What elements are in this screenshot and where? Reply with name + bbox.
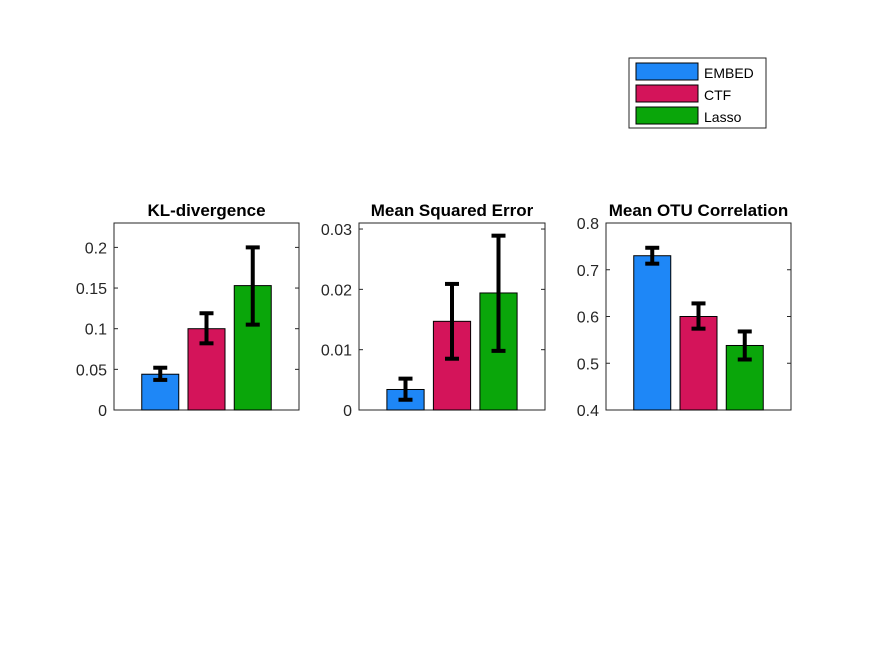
y-tick-label: 0.2 (85, 240, 107, 257)
legend-label-lasso: Lasso (704, 109, 742, 125)
legend: EMBED CTF Lasso (628, 57, 767, 129)
legend-swatch-lasso (635, 106, 699, 125)
legend-label-embed: EMBED (704, 65, 754, 81)
chart-title: Mean Squared Error (371, 201, 534, 220)
y-tick-label: 0 (343, 403, 352, 420)
y-tick-label: 0.6 (577, 310, 599, 327)
error-bar-lasso (245, 245, 260, 327)
panel-kl-divergence: 0 0.05 0.1 0.15 0.2 KL-divergence (76, 201, 300, 420)
y-tick-label: 0.4 (577, 403, 599, 420)
error-bar-embed (645, 245, 660, 266)
bar-embed (633, 255, 672, 411)
y-tick-label: 0.02 (321, 282, 352, 299)
error-bar-embed (398, 376, 413, 402)
y-tick-label: 0.8 (577, 216, 599, 233)
y-tick-label: 0.5 (577, 356, 599, 373)
chart-title: Mean OTU Correlation (609, 201, 788, 220)
error-bar-embed (153, 365, 168, 382)
y-tick-label: 0.7 (577, 263, 599, 280)
y-tick-label: 0.1 (85, 322, 107, 339)
legend-label-ctf: CTF (704, 87, 731, 103)
y-tick-label: 0.01 (321, 343, 352, 360)
error-bar-lasso (737, 329, 752, 362)
y-tick-label: 0.03 (321, 222, 352, 239)
chart-title: KL-divergence (147, 201, 265, 220)
panel-mean-otu-correlation: 0.4 0.5 0.6 0.7 0.8 Mean OTU Correlation (577, 201, 792, 420)
bar-ctf (679, 316, 718, 411)
error-bar-ctf (445, 281, 459, 361)
y-tick-label: 0.05 (76, 362, 107, 379)
legend-swatch-embed (635, 62, 699, 81)
error-bar-ctf (691, 301, 706, 331)
error-bar-ctf (199, 311, 214, 346)
panel-mean-squared-error: 0 0.01 0.02 0.03 Mean Squared Error (321, 201, 546, 420)
y-tick-label: 0 (98, 403, 107, 420)
legend-swatch-ctf (635, 84, 699, 103)
error-bar-lasso (491, 233, 506, 353)
y-tick-label: 0.15 (76, 281, 107, 298)
